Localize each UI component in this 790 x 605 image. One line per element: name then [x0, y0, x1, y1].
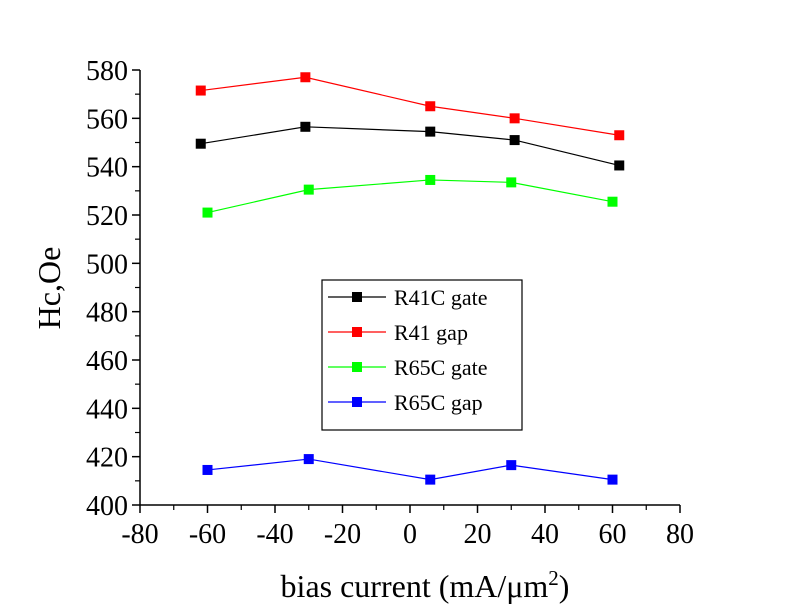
data-point: [425, 101, 436, 112]
y-tick-label: 420: [86, 443, 128, 474]
data-point: [202, 207, 213, 218]
data-point: [506, 177, 517, 188]
x-tick-label: 80: [666, 519, 694, 550]
x-tick-label: 40: [531, 519, 559, 550]
y-tick-label: 540: [86, 153, 128, 184]
data-point: [425, 174, 436, 185]
y-tick-label: 480: [86, 298, 128, 329]
x-tick-label: 20: [464, 519, 492, 550]
data-point: [614, 130, 625, 141]
legend-swatch-marker: [352, 327, 362, 337]
x-tick-label: 0: [403, 519, 417, 550]
y-tick-label: 400: [86, 491, 128, 522]
legend-label: R41C gate: [394, 285, 488, 310]
x-tick-label: -60: [189, 519, 226, 550]
series-line-1: [200, 76, 620, 136]
data-point: [509, 113, 520, 124]
series-line-3: [207, 458, 613, 481]
y-tick-label: 560: [86, 104, 128, 135]
x-tick-label: -80: [121, 519, 158, 550]
data-point: [195, 85, 206, 96]
data-point: [607, 196, 618, 207]
y-axis-title: Hc,Oe: [31, 247, 67, 330]
legend-label: R65C gap: [394, 390, 483, 415]
x-tick-label: -40: [256, 519, 293, 550]
legend-swatch-marker: [352, 362, 362, 372]
data-point: [509, 135, 520, 146]
data-point: [425, 126, 436, 137]
data-point: [195, 138, 206, 149]
series-line-2: [207, 179, 613, 214]
legend-label: R65C gate: [394, 355, 488, 380]
data-point: [303, 454, 314, 465]
series-line-0: [200, 126, 620, 167]
data-point: [300, 72, 311, 83]
y-tick-label: 520: [86, 201, 128, 232]
x-axis-title-close: ): [559, 568, 570, 604]
x-tick-label: 60: [599, 519, 627, 550]
legend-label: R41 gap: [394, 320, 468, 345]
data-point: [202, 464, 213, 475]
legend-swatch-marker: [352, 292, 362, 302]
data-point: [300, 121, 311, 132]
legend-swatch-marker: [352, 397, 362, 407]
axes: -80 -60 -40 -20 0 20 40 60 80 400 420 440 460 480 500 5…: [86, 56, 694, 550]
data-point: [303, 184, 314, 195]
y-tick-label: 580: [86, 56, 128, 87]
data-point: [506, 460, 517, 471]
plot-series: [195, 72, 625, 485]
x-tick-label: -20: [324, 519, 361, 550]
legend: R41C gate R41 gap R65C gate R65C gap: [321, 279, 523, 431]
data-point: [607, 474, 618, 485]
y-tick-label: 440: [86, 394, 128, 425]
x-axis-title-superscript: 2: [548, 566, 559, 590]
y-tick-label: 500: [86, 249, 128, 280]
data-point: [425, 474, 436, 485]
x-axis-title: bias current (mA/μm2): [281, 566, 570, 604]
x-axis-title-main: bias current (mA/μm: [281, 568, 549, 604]
data-point: [614, 160, 625, 171]
y-tick-label: 460: [86, 346, 128, 377]
